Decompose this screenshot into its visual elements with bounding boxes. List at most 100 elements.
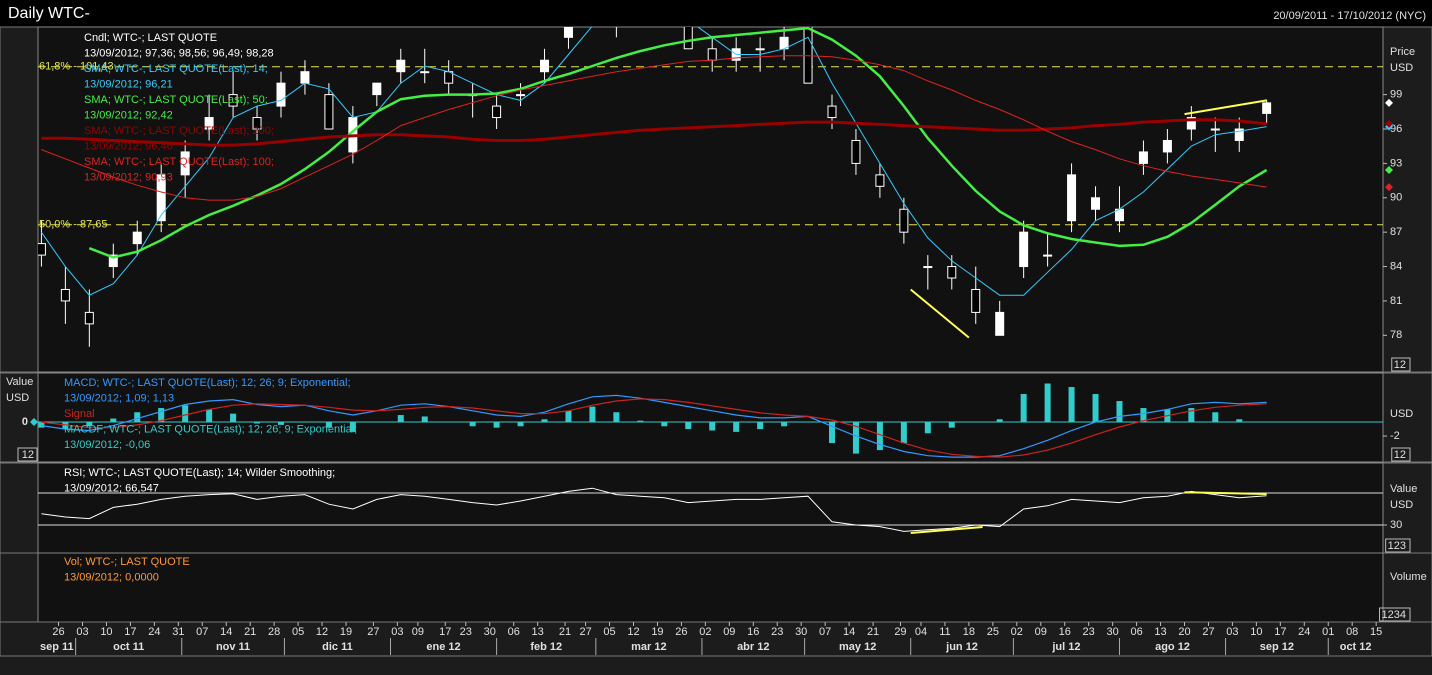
month-label: nov 11 [216, 641, 250, 653]
header-bar [0, 0, 1432, 27]
histogram-bar [661, 422, 668, 427]
last-value-marker [1385, 166, 1393, 175]
month-label: abr 12 [737, 641, 769, 653]
legend-value: 13/09/2012; 97,36; 98,56; 96,49; 98,28 [84, 47, 274, 59]
histogram-bar [38, 422, 45, 428]
histogram-bar [924, 422, 931, 434]
x-tick-label: 02 [1011, 626, 1023, 638]
histogram-bar [254, 422, 261, 424]
indicator-line [41, 55, 1267, 201]
candle-body [252, 117, 262, 130]
month-label: ago 12 [1155, 641, 1190, 653]
x-tick-label: 15 [1370, 626, 1382, 638]
histogram-bar [733, 422, 740, 432]
candle-body [1019, 231, 1029, 268]
last-value-marker [1385, 98, 1393, 107]
x-tick-label: 21 [867, 626, 879, 638]
candle-body [827, 105, 837, 119]
histogram-bar [1068, 387, 1075, 423]
x-tick-label: 27 [367, 626, 379, 638]
x-tick-label: 24 [1298, 626, 1310, 638]
plot-area [37, 462, 1384, 554]
level-label: 50,0% - 87,65 [39, 219, 108, 231]
x-tick-label: 24 [148, 626, 160, 638]
x-tick-label: 06 [1130, 626, 1142, 638]
plot-area [37, 372, 1384, 463]
x-tick-label: 03 [1226, 626, 1238, 638]
x-tick-label: 08 [1346, 626, 1358, 638]
legend-entry: Cndl; WTC-; LAST QUOTE [84, 32, 217, 44]
x-tick-label: 13 [1154, 626, 1166, 638]
unit-label: Price [1390, 46, 1415, 58]
histogram-bar [1188, 408, 1195, 423]
x-tick-label: 16 [1059, 626, 1071, 638]
scale-box [17, 447, 38, 462]
x-tick-label: 12 [316, 626, 328, 638]
month-label: feb 12 [530, 641, 562, 653]
x-tick-label: 18 [963, 626, 975, 638]
y-tick-label: 87 [1390, 226, 1402, 238]
histogram-bar [589, 406, 596, 423]
x-tick-label: 09 [1035, 626, 1047, 638]
histogram-bar [948, 422, 955, 428]
histogram-bar [206, 409, 213, 423]
legend-entry: SMA; WTC-; LAST QUOTE(Last); 200; [84, 125, 274, 137]
histogram-bar [134, 412, 141, 423]
x-tick-label: 25 [987, 626, 999, 638]
candle-body [38, 243, 46, 256]
x-tick-label: 14 [843, 626, 855, 638]
histogram-bar [637, 420, 644, 423]
y-tick-label: 99 [1390, 89, 1402, 101]
x-tick-label: 27 [1202, 626, 1214, 638]
histogram-bar [852, 422, 859, 454]
histogram-bar [110, 418, 117, 423]
x-tick-label: 07 [819, 626, 831, 638]
scale-box [1391, 447, 1411, 462]
candle-body [1138, 151, 1148, 164]
candle-body [276, 82, 286, 107]
candle-body [899, 208, 909, 233]
x-tick-label: 10 [100, 626, 112, 638]
histogram-bar [900, 422, 907, 444]
candle-body [372, 82, 382, 96]
x-tick-label: 26 [52, 626, 64, 638]
y-tick-label: 30 [1390, 519, 1402, 531]
month-label: jul 12 [1051, 641, 1080, 653]
candle-body [420, 71, 430, 74]
histogram-bar [685, 422, 692, 430]
trend-line [910, 526, 983, 534]
candle-body [84, 311, 94, 325]
candle-body [540, 59, 550, 73]
zero-marker [30, 418, 38, 427]
x-tick-label: 09 [412, 626, 424, 638]
histogram-bar [1092, 394, 1099, 423]
legend-entry: MACD; WTC-; LAST QUOTE(Last); 12; 26; 9;… [64, 377, 351, 389]
indicator-line [41, 487, 1267, 532]
candle-body [1162, 139, 1172, 153]
candle-body [923, 266, 933, 269]
x-tick-label: 30 [795, 626, 807, 638]
x-tick-label: 03 [391, 626, 403, 638]
scale-box [1379, 607, 1411, 622]
histogram-bar [709, 422, 716, 431]
x-tick-label: 05 [603, 626, 615, 638]
candle-body [1091, 197, 1101, 210]
legend-value: 13/09/2012; 1,09; 1,13 [64, 392, 174, 404]
candle-body [851, 139, 861, 164]
candle-body [204, 117, 214, 130]
x-tick-label: 12 [627, 626, 639, 638]
histogram-bar [828, 422, 835, 444]
histogram-bar [158, 408, 165, 423]
histogram-bar [493, 422, 500, 428]
unit-label: USD [1390, 408, 1413, 420]
plot-area [37, 552, 1384, 623]
month-label: ene 12 [426, 641, 460, 653]
month-label: jun 12 [945, 641, 978, 653]
histogram-bar [62, 422, 69, 430]
legend-value: 13/09/2012; 96,46 [84, 140, 173, 152]
month-label: may 12 [839, 641, 876, 653]
candle-body [516, 94, 526, 97]
candle-body [108, 254, 118, 268]
candle-body [156, 174, 166, 222]
scale-label: 12 [22, 449, 34, 461]
